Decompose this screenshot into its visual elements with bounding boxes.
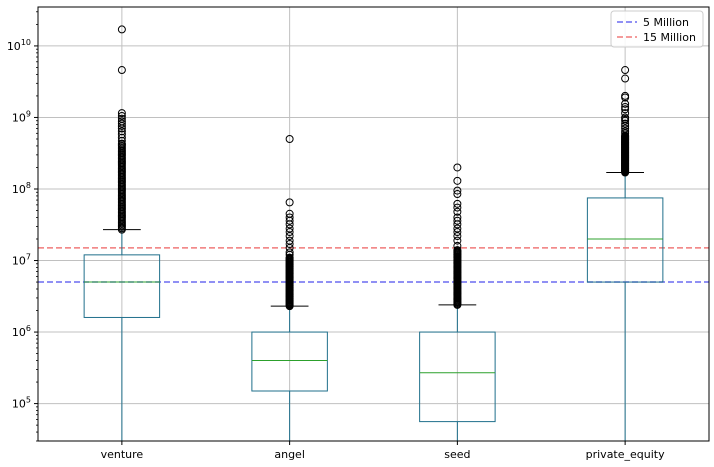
outlier-point [453,241,462,250]
outlier-point [117,111,126,120]
plot-area [38,7,709,441]
outlier-point [285,240,294,249]
outlier-point [117,25,126,34]
outlier-point [453,190,462,199]
box-angel [251,134,328,441]
y-tick-label: 1010 [7,38,31,53]
outlier-point [621,74,630,83]
outlier-point [621,93,630,102]
box-private_equity [586,66,664,441]
y-tick-base: 10 [7,40,21,53]
x-tick-label: venture [101,448,144,461]
outlier-point [621,99,630,108]
y-tick-exponent: 10 [21,38,31,47]
outlier-point [453,203,462,212]
iqr-box [586,197,664,283]
outlier-point [621,119,630,128]
outlier-point [117,136,126,145]
outlier-point [285,220,294,229]
outlier-point [117,133,126,142]
outlier-point [117,121,126,130]
legend: 5 Million 15 Million [610,10,704,48]
y-tick-base: 10 [12,111,26,124]
outlier-point [117,139,126,148]
x-axis-ticks: venture angel seed private_equity [101,441,665,461]
outlier-point [621,116,630,125]
outlier-point [453,220,462,229]
outlier-point [621,124,630,133]
outlier-point [621,129,630,138]
outlier-point [117,109,126,118]
outlier-point [621,109,630,118]
outlier-point [453,186,462,195]
legend-label: 5 Million [643,16,689,29]
boxes [83,25,664,441]
outlier-point [621,66,630,75]
box-seed [419,163,496,441]
legend-frame [610,10,704,48]
outlier-point [453,176,462,185]
outlier-point [453,246,462,255]
outlier-point [285,228,294,237]
y-tick-base: 10 [12,398,26,411]
outlier-point [285,198,294,207]
outlier-point [285,250,294,259]
x-tick-label: angel [274,448,305,461]
outlier-point [285,216,294,225]
outlier-point [117,66,126,75]
outlier-point [621,105,630,114]
outlier-point [453,236,462,245]
plot-frame [37,6,710,442]
iqr-box [419,331,496,423]
y-tick-exponent: 5 [26,396,31,405]
outlier-point [285,248,294,257]
outlier-point [453,199,462,208]
outlier-point [285,232,294,241]
outlier-point [117,119,126,128]
outlier-point [453,207,462,216]
outlier-point [285,253,294,262]
outlier-point [285,134,294,143]
outlier-point [117,127,126,136]
y-tick-base: 10 [12,326,26,339]
outlier-point [453,216,462,225]
x-tick-label: private_equity [586,448,665,461]
y-tick-label: 107 [12,253,31,268]
iqr-box [251,331,328,392]
y-tick-exponent: 9 [26,109,31,118]
y-tick-label: 105 [12,396,31,411]
y-tick-label: 106 [12,324,31,339]
outlier-point [453,232,462,241]
box-venture [83,25,161,441]
y-tick-exponent: 7 [26,253,31,262]
y-tick-base: 10 [12,255,26,268]
outlier-point [453,228,462,237]
y-tick-exponent: 6 [26,324,31,333]
outlier-point [621,127,630,136]
outlier-point [621,103,630,112]
y-tick-label: 109 [12,109,31,124]
y-tick-base: 10 [12,183,26,196]
x-tick-label: seed [444,448,470,461]
y-tick-label: 108 [12,181,31,196]
outlier-point [453,163,462,172]
iqr-box [83,254,161,318]
outlier-point [117,124,126,133]
legend-label: 15 Million [643,31,696,44]
y-tick-exponent: 8 [26,181,31,190]
